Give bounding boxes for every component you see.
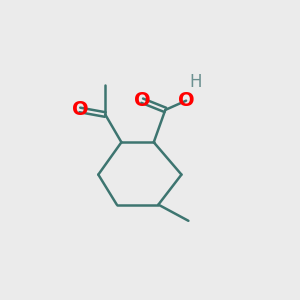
Text: O: O	[71, 100, 88, 119]
Text: H: H	[189, 73, 202, 91]
Text: O: O	[178, 91, 194, 110]
Text: O: O	[134, 91, 151, 110]
